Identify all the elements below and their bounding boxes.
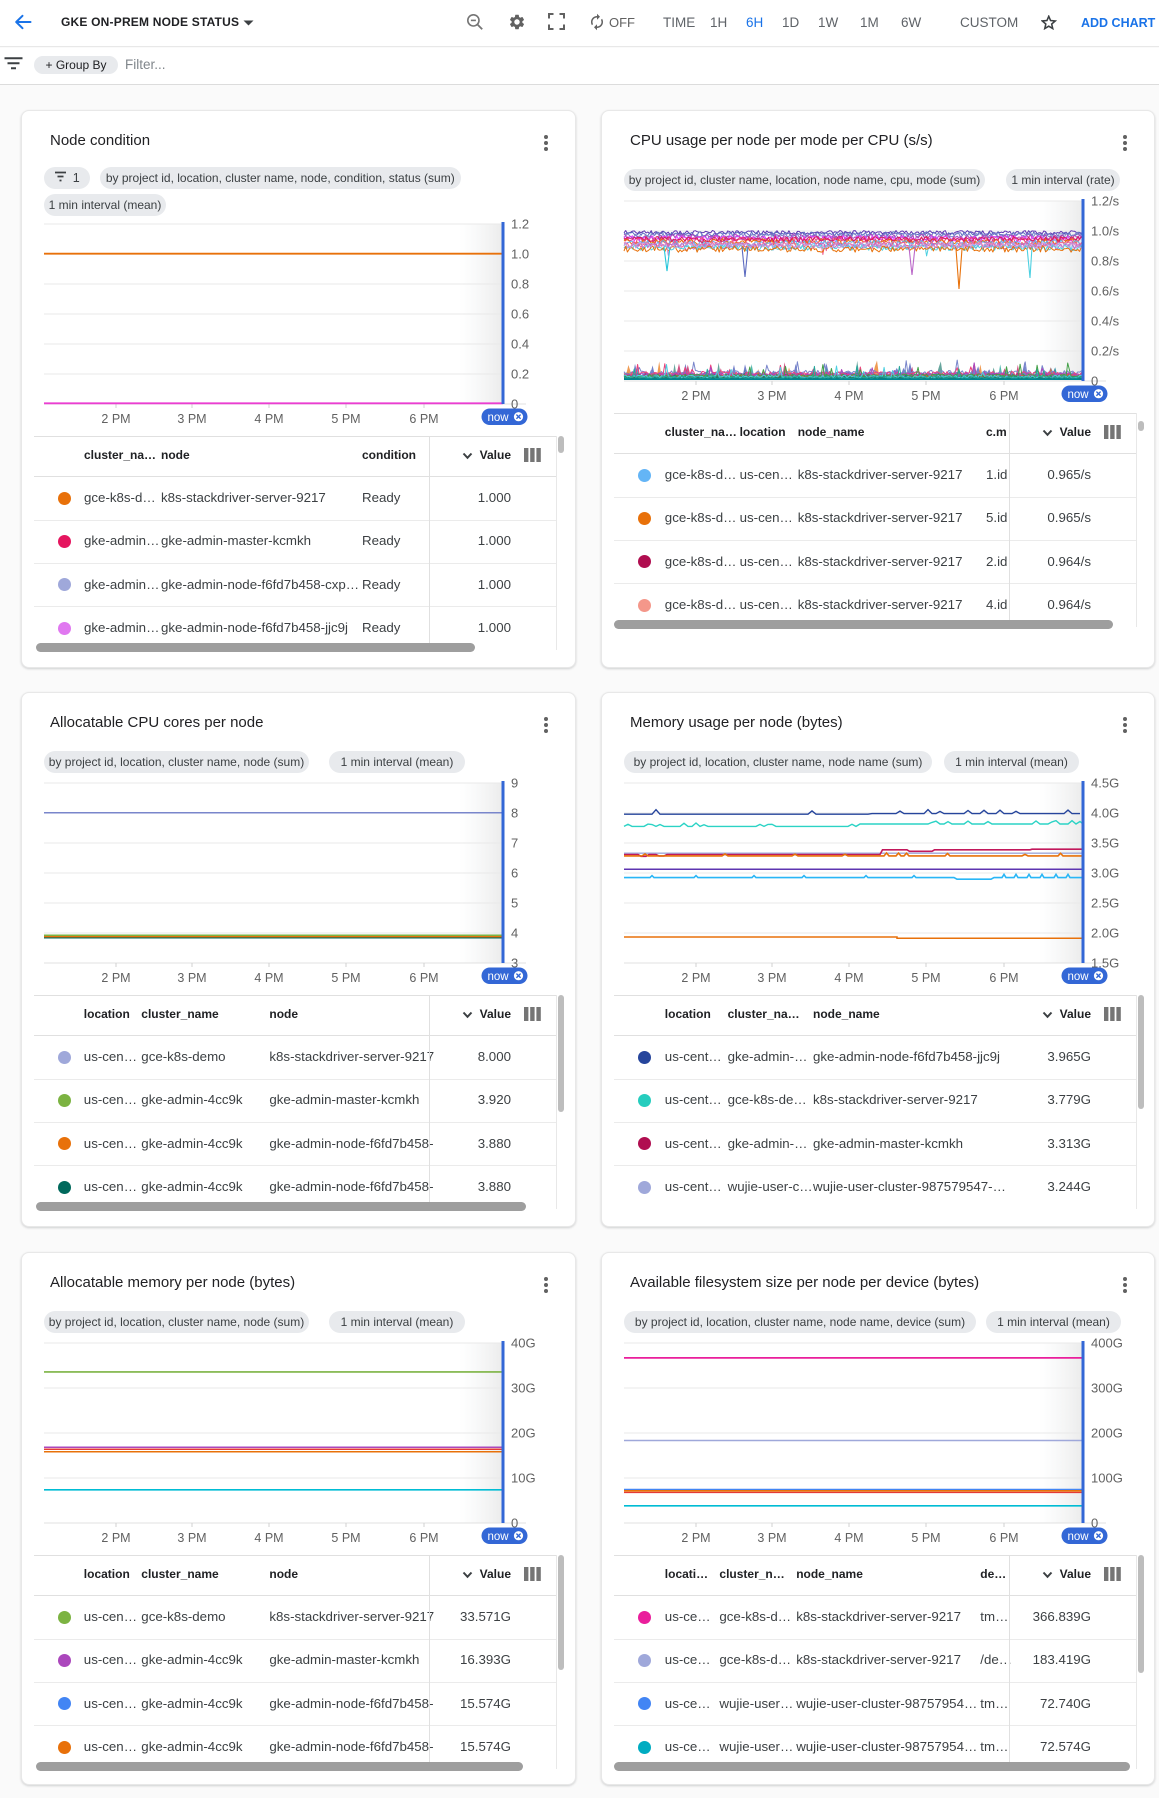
svg-text:0.2: 0.2 xyxy=(511,367,529,382)
svg-text:6 PM: 6 PM xyxy=(409,1531,438,1545)
svg-text:7: 7 xyxy=(511,836,518,851)
svg-text:2 PM: 2 PM xyxy=(681,971,710,985)
svg-text:6 PM: 6 PM xyxy=(409,412,438,426)
svg-text:8: 8 xyxy=(511,806,518,821)
svg-text:4 PM: 4 PM xyxy=(254,1531,283,1545)
svg-text:5 PM: 5 PM xyxy=(911,1531,940,1545)
svg-text:5 PM: 5 PM xyxy=(331,412,360,426)
svg-text:30G: 30G xyxy=(511,1381,536,1396)
svg-text:20G: 20G xyxy=(511,1426,536,1441)
svg-text:3 PM: 3 PM xyxy=(177,412,206,426)
svg-text:5 PM: 5 PM xyxy=(331,971,360,985)
svg-text:3: 3 xyxy=(511,956,518,971)
svg-text:2.0G: 2.0G xyxy=(1091,926,1119,941)
svg-text:6: 6 xyxy=(511,866,518,881)
svg-text:4: 4 xyxy=(511,926,518,941)
svg-text:0.4/s: 0.4/s xyxy=(1091,314,1120,329)
svg-text:5: 5 xyxy=(511,896,518,911)
svg-text:1.0/s: 1.0/s xyxy=(1091,224,1120,239)
svg-text:0.8/s: 0.8/s xyxy=(1091,254,1120,269)
svg-text:4 PM: 4 PM xyxy=(254,971,283,985)
svg-text:4 PM: 4 PM xyxy=(254,412,283,426)
svg-text:1.5G: 1.5G xyxy=(1091,956,1119,971)
svg-text:now: now xyxy=(1067,971,1089,983)
svg-text:now: now xyxy=(487,1531,509,1543)
svg-text:3 PM: 3 PM xyxy=(757,1531,786,1545)
svg-text:0.6: 0.6 xyxy=(511,307,529,322)
svg-text:6 PM: 6 PM xyxy=(409,971,438,985)
svg-text:40G: 40G xyxy=(511,1336,536,1351)
svg-text:0.8: 0.8 xyxy=(511,277,529,292)
svg-text:4.0G: 4.0G xyxy=(1091,806,1119,821)
svg-text:3.5G: 3.5G xyxy=(1091,836,1119,851)
svg-text:0: 0 xyxy=(1091,1516,1098,1531)
svg-text:5 PM: 5 PM xyxy=(331,1531,360,1545)
svg-text:300G: 300G xyxy=(1091,1381,1123,1396)
svg-text:1.0: 1.0 xyxy=(511,247,529,262)
svg-text:10G: 10G xyxy=(511,1471,536,1486)
svg-text:4 PM: 4 PM xyxy=(834,389,863,403)
svg-text:1.2/s: 1.2/s xyxy=(1091,194,1120,209)
svg-text:2.5G: 2.5G xyxy=(1091,896,1119,911)
svg-text:now: now xyxy=(487,971,509,983)
svg-text:0: 0 xyxy=(511,397,518,412)
svg-text:4 PM: 4 PM xyxy=(834,1531,863,1545)
svg-text:3 PM: 3 PM xyxy=(757,389,786,403)
svg-text:2 PM: 2 PM xyxy=(101,412,130,426)
svg-text:2 PM: 2 PM xyxy=(681,1531,710,1545)
svg-text:5 PM: 5 PM xyxy=(911,971,940,985)
svg-text:0.4: 0.4 xyxy=(511,337,529,352)
svg-text:0.2/s: 0.2/s xyxy=(1091,344,1120,359)
svg-text:3 PM: 3 PM xyxy=(757,971,786,985)
svg-text:2 PM: 2 PM xyxy=(681,389,710,403)
svg-text:6 PM: 6 PM xyxy=(989,389,1018,403)
svg-text:1.2: 1.2 xyxy=(511,217,529,232)
svg-text:9: 9 xyxy=(511,776,518,791)
svg-text:0: 0 xyxy=(511,1516,518,1531)
svg-text:100G: 100G xyxy=(1091,1471,1123,1486)
svg-text:0: 0 xyxy=(1091,374,1098,389)
svg-text:5 PM: 5 PM xyxy=(911,389,940,403)
svg-text:now: now xyxy=(1067,389,1089,401)
svg-text:now: now xyxy=(1067,1531,1089,1543)
svg-text:200G: 200G xyxy=(1091,1426,1123,1441)
svg-text:400G: 400G xyxy=(1091,1336,1123,1351)
svg-text:3 PM: 3 PM xyxy=(177,1531,206,1545)
svg-text:4 PM: 4 PM xyxy=(834,971,863,985)
svg-text:3.0G: 3.0G xyxy=(1091,866,1119,881)
svg-text:6 PM: 6 PM xyxy=(989,971,1018,985)
svg-text:2 PM: 2 PM xyxy=(101,1531,130,1545)
svg-text:now: now xyxy=(487,412,509,424)
svg-text:2 PM: 2 PM xyxy=(101,971,130,985)
svg-text:6 PM: 6 PM xyxy=(989,1531,1018,1545)
svg-text:0.6/s: 0.6/s xyxy=(1091,284,1120,299)
svg-text:4.5G: 4.5G xyxy=(1091,776,1119,791)
svg-text:3 PM: 3 PM xyxy=(177,971,206,985)
